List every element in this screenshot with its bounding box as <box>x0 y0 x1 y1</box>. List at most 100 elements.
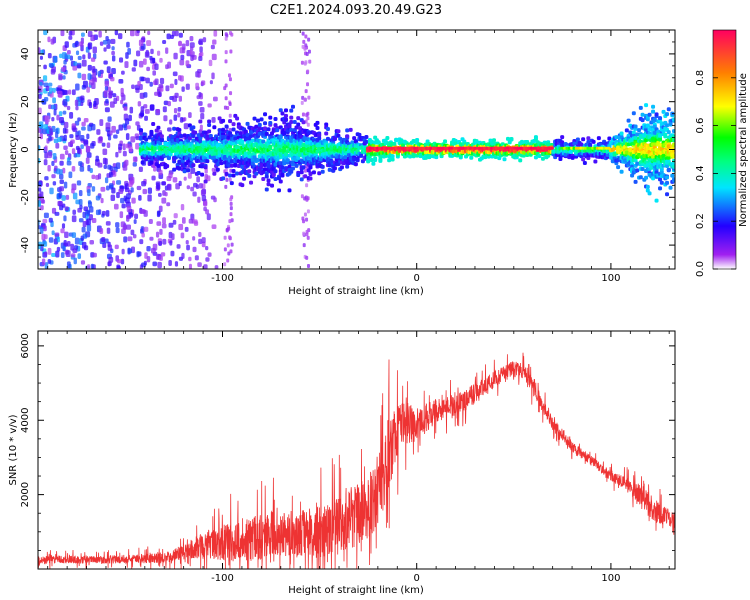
heatmap-peak-cell <box>466 146 470 150</box>
heatmap-cell <box>82 233 88 239</box>
heatmap-cell <box>75 40 79 46</box>
heatmap-cell <box>203 264 208 269</box>
heatmap-cell <box>152 57 156 64</box>
heatmap-peak-cell <box>515 146 519 150</box>
heatmap-cell <box>191 163 196 168</box>
heatmap-cell <box>173 114 178 121</box>
heatmap-cell <box>306 131 311 136</box>
heatmap-cell <box>190 167 196 174</box>
heatmap-cell <box>158 141 163 146</box>
heatmap-cell <box>87 42 93 50</box>
heatmap-cell <box>122 150 127 157</box>
heatmap-cell <box>224 184 228 189</box>
heatmap-cell <box>306 168 311 173</box>
heatmap-cell <box>198 238 203 245</box>
heatmap-cell <box>116 180 122 185</box>
heatmap-cell <box>158 84 164 89</box>
spectrogram-y-tick-label: 20 <box>20 95 31 108</box>
spectrogram-y-label: Frequency (Hz) <box>8 112 19 188</box>
heatmap-peak-cell <box>539 146 543 150</box>
heatmap-cell <box>303 46 307 51</box>
heatmap-cell <box>533 155 538 160</box>
heatmap-cell <box>159 134 164 139</box>
heatmap-cell <box>224 50 228 55</box>
heatmap-cell <box>656 140 661 145</box>
heatmap-cell <box>637 128 642 133</box>
heatmap-cell <box>62 127 67 134</box>
heatmap-peak-cell <box>584 146 588 150</box>
heatmap-cell <box>593 159 598 164</box>
heatmap-cell <box>301 112 305 117</box>
heatmap-cell <box>607 136 612 141</box>
heatmap-cell <box>303 174 308 179</box>
heatmap-cell <box>303 196 307 201</box>
heatmap-cell <box>73 257 77 265</box>
heatmap-cell <box>182 133 187 138</box>
heatmap-cell <box>666 107 671 112</box>
heatmap-cell <box>197 72 201 78</box>
heatmap-cell <box>38 87 41 94</box>
heatmap-cell <box>205 159 210 164</box>
heatmap-cell <box>39 55 43 60</box>
heatmap-cell <box>378 158 383 163</box>
heatmap-cell <box>165 64 169 70</box>
heatmap-cell <box>228 113 232 118</box>
heatmap-cell <box>185 60 190 67</box>
heatmap-cell <box>533 135 538 140</box>
heatmap-cell <box>165 164 170 169</box>
heatmap-cell <box>345 164 350 169</box>
heatmap-cell <box>206 175 211 182</box>
heatmap-cell <box>115 129 120 134</box>
heatmap-cell <box>102 148 108 156</box>
heatmap-cell <box>198 101 203 106</box>
heatmap-cell <box>87 264 91 269</box>
heatmap-cell <box>665 180 670 185</box>
heatmap-cell <box>172 126 177 131</box>
heatmap-cell <box>52 97 56 104</box>
heatmap-cell <box>192 236 196 241</box>
heatmap-cell <box>81 126 86 131</box>
heatmap-cell <box>305 183 309 188</box>
heatmap-cell <box>55 250 60 258</box>
heatmap-cell <box>72 192 78 200</box>
heatmap-cell <box>58 73 63 81</box>
heatmap-cell <box>229 163 234 168</box>
heatmap-cell <box>142 132 147 137</box>
heatmap-cell <box>296 116 301 121</box>
heatmap-cell <box>189 36 194 42</box>
heatmap-cell <box>64 231 69 238</box>
heatmap-peak-cell <box>518 146 522 150</box>
heatmap-cell <box>130 187 134 193</box>
heatmap-cell <box>229 249 233 254</box>
heatmap-cell <box>249 180 254 185</box>
heatmap-cell <box>149 81 153 87</box>
heatmap-cell <box>225 227 229 232</box>
heatmap-cell <box>635 168 640 173</box>
heatmap-cell <box>654 198 659 203</box>
heatmap-cell <box>490 141 495 146</box>
heatmap-cell <box>229 212 233 217</box>
heatmap-cell <box>102 40 108 45</box>
heatmap-cell <box>118 143 123 151</box>
heatmap-cell <box>304 60 308 65</box>
heatmap-cell <box>172 167 177 172</box>
heatmap-cell <box>80 260 86 265</box>
spectrogram-x-tick-label: 100 <box>601 273 620 284</box>
heatmap-cell <box>273 123 278 128</box>
heatmap-cell <box>55 142 60 149</box>
heatmap-cell <box>317 136 322 141</box>
heatmap-cell <box>104 177 109 184</box>
heatmap-cell <box>162 106 167 113</box>
heatmap-cell <box>173 52 178 60</box>
heatmap-peak-cell <box>511 146 515 150</box>
heatmap-cell <box>228 119 233 124</box>
heatmap-cell <box>62 110 67 115</box>
heatmap-cell <box>273 169 278 174</box>
heatmap-cell <box>172 71 178 77</box>
heatmap-cell <box>197 69 202 74</box>
heatmap-cell <box>70 139 75 144</box>
heatmap-cell <box>108 91 113 99</box>
heatmap-cell <box>151 122 156 127</box>
heatmap-cell <box>132 161 137 167</box>
